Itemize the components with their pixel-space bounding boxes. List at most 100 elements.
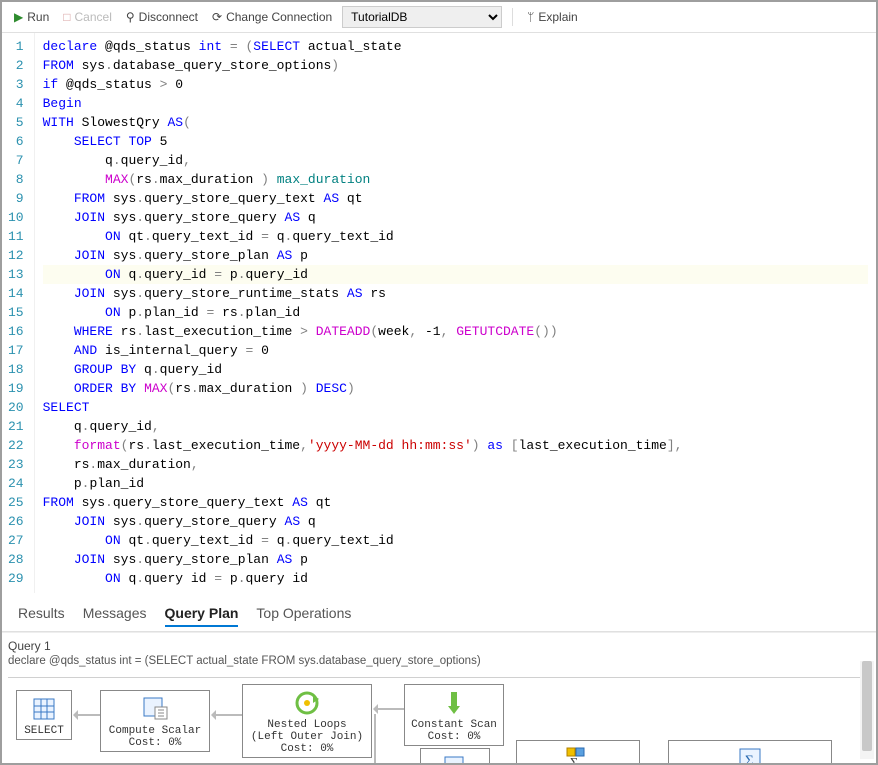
plan-node-streamagg[interactable]: ΣStream Aggregate(Aggregate)Cost: 37% bbox=[516, 740, 640, 763]
change-connection-label: Change Connection bbox=[226, 10, 332, 24]
plan-arrow-elbow bbox=[374, 714, 376, 763]
line-number: 24 bbox=[8, 474, 24, 493]
line-number: 4 bbox=[8, 94, 24, 113]
plan-node-sublabel: (Left Outer Join) bbox=[249, 731, 365, 743]
plan-node-label: Constant Scan bbox=[411, 719, 497, 731]
line-number: 15 bbox=[8, 303, 24, 322]
code-line[interactable]: FROM sys.query_store_query_text AS qt bbox=[43, 189, 868, 208]
svg-text:Σ: Σ bbox=[745, 753, 754, 763]
code-line[interactable]: JOIN sys.query_store_plan AS p bbox=[43, 550, 868, 569]
code-line[interactable]: AND is_internal_query = 0 bbox=[43, 341, 868, 360]
code-line[interactable]: JOIN sys.query_store_query AS q bbox=[43, 208, 868, 227]
line-number: 23 bbox=[8, 455, 24, 474]
query-plan-panel: Query 1 declare @qds_status int = (SELEC… bbox=[2, 632, 876, 763]
tab-results[interactable]: Results bbox=[18, 601, 65, 627]
scrollbar-thumb[interactable] bbox=[862, 661, 872, 751]
plan-query-title: Query 1 bbox=[8, 639, 870, 653]
plan-node-assert[interactable]: AssertCost: 0% bbox=[420, 748, 490, 763]
line-number: 5 bbox=[8, 113, 24, 132]
plan-arrow bbox=[374, 708, 404, 710]
plan-node-compute[interactable]: Compute ScalarCost: 0% bbox=[100, 690, 210, 752]
plan-node-cost: Cost: 0% bbox=[249, 743, 365, 755]
line-number: 27 bbox=[8, 531, 24, 550]
code-line[interactable]: if @qds_status > 0 bbox=[43, 75, 868, 94]
code-line[interactable]: Begin bbox=[43, 94, 868, 113]
run-label: Run bbox=[27, 10, 49, 24]
tab-query-plan[interactable]: Query Plan bbox=[165, 601, 239, 627]
disconnect-icon: ⚲ bbox=[126, 10, 135, 24]
code-line[interactable]: GROUP BY q.query_id bbox=[43, 360, 868, 379]
plan-node-nested[interactable]: Nested Loops(Left Outer Join)Cost: 0% bbox=[242, 684, 372, 758]
change-connection-button[interactable]: ⟳ Change Connection bbox=[208, 8, 336, 26]
code-line[interactable]: ON q.query_id = p.query_id bbox=[43, 265, 868, 284]
run-icon: ▶ bbox=[14, 10, 23, 24]
explain-button[interactable]: ᛘ Explain bbox=[523, 8, 582, 26]
code-line[interactable]: declare @qds_status int = (SELECT actual… bbox=[43, 37, 868, 56]
code-line[interactable]: JOIN sys.query_store_query AS q bbox=[43, 512, 868, 531]
code-line[interactable]: ON p.plan_id = rs.plan_id bbox=[43, 303, 868, 322]
code-line[interactable]: ON qt.query_text_id = q.query_text_id bbox=[43, 227, 868, 246]
plan-arrow bbox=[212, 714, 242, 716]
database-select[interactable]: TutorialDB bbox=[342, 6, 502, 28]
disconnect-label: Disconnect bbox=[139, 10, 198, 24]
code-line[interactable]: ORDER BY MAX(rs.max_duration ) DESC) bbox=[43, 379, 868, 398]
line-number: 16 bbox=[8, 322, 24, 341]
cancel-button: □ Cancel bbox=[59, 8, 116, 26]
query-toolbar: ▶ Run □ Cancel ⚲ Disconnect ⟳ Change Con… bbox=[2, 2, 876, 33]
line-number: 26 bbox=[8, 512, 24, 531]
plan-node-label: SELECT bbox=[23, 725, 65, 737]
tab-top-operations[interactable]: Top Operations bbox=[256, 601, 351, 627]
code-line[interactable]: MAX(rs.max_duration ) max_duration bbox=[43, 170, 868, 189]
plan-arrow bbox=[74, 714, 100, 716]
code-line[interactable]: WITH SlowestQry AS( bbox=[43, 113, 868, 132]
code-area[interactable]: declare @qds_status int = (SELECT actual… bbox=[35, 33, 876, 593]
plan-node-constscan[interactable]: Constant ScanCost: 0% bbox=[404, 684, 504, 746]
disconnect-button[interactable]: ⚲ Disconnect bbox=[122, 8, 202, 26]
line-number: 9 bbox=[8, 189, 24, 208]
line-number-gutter: 1234567891011121314151617181920212223242… bbox=[2, 33, 35, 593]
code-line[interactable]: SELECT TOP 5 bbox=[43, 132, 868, 151]
code-line[interactable]: q.query_id, bbox=[43, 417, 868, 436]
code-line[interactable]: JOIN sys.query_store_runtime_stats AS rs bbox=[43, 284, 868, 303]
code-line[interactable]: ON qt.query_text_id = q.query_text_id bbox=[43, 531, 868, 550]
code-line[interactable]: FROM sys.query_store_query_text AS qt bbox=[43, 493, 868, 512]
code-line[interactable]: rs.max_duration, bbox=[43, 455, 868, 474]
code-line[interactable]: format(rs.last_execution_time,'yyyy-MM-d… bbox=[43, 436, 868, 455]
plan-node-label: Compute Scalar bbox=[107, 725, 203, 737]
line-number: 11 bbox=[8, 227, 24, 246]
change-connection-icon: ⟳ bbox=[212, 10, 222, 24]
svg-text:Σ: Σ bbox=[570, 756, 578, 763]
run-button[interactable]: ▶ Run bbox=[10, 8, 53, 26]
line-number: 2 bbox=[8, 56, 24, 75]
line-number: 20 bbox=[8, 398, 24, 417]
line-number: 7 bbox=[8, 151, 24, 170]
cancel-label: Cancel bbox=[75, 10, 112, 24]
code-line[interactable]: ON q.query id = p.query id bbox=[43, 569, 868, 588]
line-number: 12 bbox=[8, 246, 24, 265]
code-line[interactable]: SELECT bbox=[43, 398, 868, 417]
cancel-icon: □ bbox=[63, 10, 70, 24]
plan-node-label: Nested Loops bbox=[249, 719, 365, 731]
plan-scrollbar[interactable] bbox=[860, 661, 874, 759]
line-number: 29 bbox=[8, 569, 24, 588]
line-number: 6 bbox=[8, 132, 24, 151]
code-line[interactable]: q.query_id, bbox=[43, 151, 868, 170]
tab-messages[interactable]: Messages bbox=[83, 601, 147, 627]
plan-canvas[interactable]: SELECTCompute ScalarCost: 0%Nested Loops… bbox=[8, 678, 870, 763]
line-number: 13 bbox=[8, 265, 24, 284]
line-number: 8 bbox=[8, 170, 24, 189]
plan-node-tvf[interactable]: ΣTable-valued function[QUERY_STORE_OPTIO… bbox=[668, 740, 832, 763]
results-tabs: Results Messages Query Plan Top Operations bbox=[2, 593, 876, 632]
sql-editor[interactable]: 1234567891011121314151617181920212223242… bbox=[2, 33, 876, 593]
explain-label: Explain bbox=[538, 10, 577, 24]
code-line[interactable]: JOIN sys.query_store_plan AS p bbox=[43, 246, 868, 265]
code-line[interactable]: FROM sys.database_query_store_options) bbox=[43, 56, 868, 75]
line-number: 18 bbox=[8, 360, 24, 379]
code-line[interactable]: p.plan_id bbox=[43, 474, 868, 493]
line-number: 17 bbox=[8, 341, 24, 360]
plan-node-select[interactable]: SELECT bbox=[16, 690, 72, 740]
code-line[interactable]: WHERE rs.last_execution_time > DATEADD(w… bbox=[43, 322, 868, 341]
line-number: 25 bbox=[8, 493, 24, 512]
line-number: 28 bbox=[8, 550, 24, 569]
line-number: 14 bbox=[8, 284, 24, 303]
